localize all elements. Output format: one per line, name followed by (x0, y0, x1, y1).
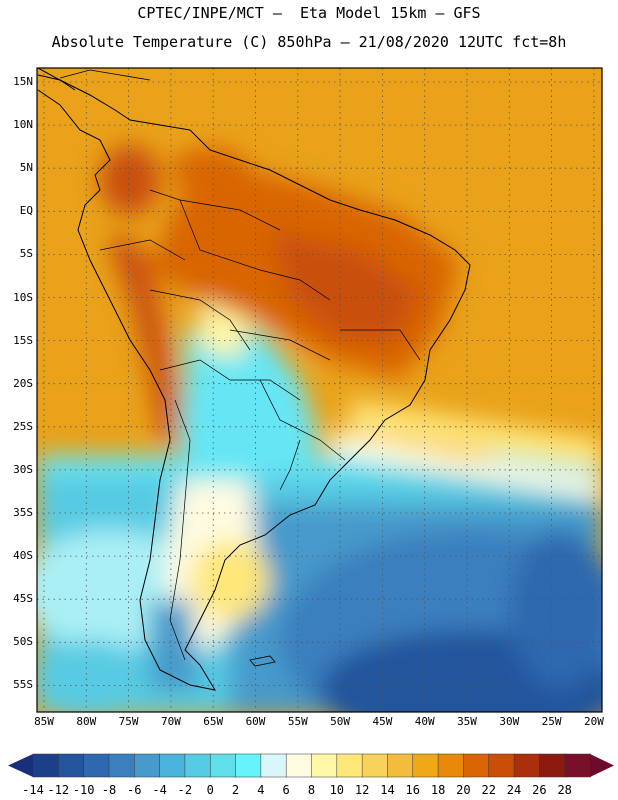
colorbar-swatch (58, 753, 85, 778)
colorbar-swatch (412, 753, 439, 778)
colorbar-high-arrow (590, 754, 614, 777)
lat-label: 40S (13, 549, 33, 563)
colorbar-label: 28 (557, 783, 572, 797)
colorbar-label: 20 (456, 783, 471, 797)
colorbar-label: -8 (101, 783, 117, 797)
colorbar-swatch (513, 753, 541, 778)
colorbar-label: 26 (532, 783, 547, 797)
colorbar-swatch (463, 753, 490, 778)
graticule (37, 68, 602, 712)
colorbar-swatch (539, 753, 566, 778)
lat-label: 45S (13, 592, 33, 606)
lon-label: 75W (118, 715, 139, 728)
colorbar-swatch (235, 753, 262, 778)
lat-label: EQ (19, 204, 33, 218)
title-line-1: CPTEC/INPE/MCT – Eta Model 15km – GFS (137, 4, 481, 22)
lon-label: 60W (245, 715, 266, 728)
colorbar-swatch (285, 753, 313, 778)
lat-label: 25S (13, 419, 33, 433)
colorbar-label: 4 (257, 783, 265, 797)
colorbar-swatch (437, 753, 465, 778)
lon-label: 30W (499, 715, 520, 728)
colorbar-swatch (311, 753, 338, 778)
lon-label: 70W (160, 715, 181, 728)
lat-label: 35S (13, 506, 33, 519)
colorbar-swatch (83, 753, 110, 778)
colorbar (8, 753, 614, 778)
colorbar-label: 2 (231, 783, 240, 797)
lat-label: 10S (13, 290, 33, 304)
lat-label: 15N (13, 75, 33, 88)
lon-label: 25W (541, 715, 562, 728)
colorbar-swatch (108, 753, 136, 778)
colorbar-swatch (336, 753, 363, 778)
colorbar-swatch (134, 753, 161, 778)
colorbar-label: 24 (506, 783, 522, 797)
colorbar-label: -2 (177, 783, 193, 797)
colorbar-label: 0 (206, 783, 214, 797)
colorbar-label: 10 (329, 783, 345, 797)
lat-label: 50S (13, 635, 33, 649)
colorbar-label: 18 (430, 783, 446, 797)
colorbar-swatch (260, 753, 287, 778)
map-frame (36, 67, 603, 713)
colorbar-swatch (387, 753, 414, 778)
lat-label: 20S (13, 376, 33, 390)
lon-label: 45W (372, 715, 393, 728)
lon-label: 55W (287, 715, 308, 728)
lon-label: 20W (583, 715, 604, 728)
colorbar-label: -6 (127, 783, 142, 797)
lat-label: 55S (13, 678, 33, 692)
colorbar-label: -12 (47, 783, 70, 797)
colorbar-label: -4 (152, 783, 167, 797)
lon-label: 40W (414, 715, 435, 728)
colorbar-swatch (159, 753, 186, 778)
lat-label: 15S (13, 333, 33, 347)
colorbar-swatch (488, 753, 515, 778)
colorbar-swatch (209, 753, 237, 778)
colorbar-low-arrow (8, 754, 33, 777)
coastlines (37, 68, 471, 691)
colorbar-swatch (32, 753, 60, 778)
colorbar-label: -10 (72, 783, 95, 797)
lon-label: 80W (76, 715, 97, 728)
lon-label: 35W (457, 715, 477, 728)
lat-label: 5N (19, 161, 33, 175)
colorbar-label: -14 (22, 783, 44, 797)
lat-label: 10N (13, 118, 33, 132)
title-line-2: Absolute Temperature (C) 850hPa – 21/08/… (51, 33, 567, 51)
colorbar-label: 16 (405, 783, 420, 797)
colorbar-label: 14 (380, 783, 395, 797)
colorbar-label: 12 (354, 783, 370, 797)
temperature-field (37, 68, 602, 712)
colorbar-label: 6 (282, 783, 290, 797)
lon-label: 50W (330, 715, 351, 728)
lon-label: 65W (203, 715, 224, 728)
colorbar-swatch (361, 753, 389, 778)
colorbar-swatch (564, 753, 591, 778)
lat-label: 5S (19, 247, 33, 261)
lat-label: 30S (13, 462, 33, 476)
colorbar-swatch (184, 753, 211, 778)
country-borders (99, 189, 421, 661)
colorbar-label: 8 (307, 783, 316, 797)
lon-label: 85W (34, 715, 54, 728)
colorbar-label: 22 (481, 783, 496, 797)
